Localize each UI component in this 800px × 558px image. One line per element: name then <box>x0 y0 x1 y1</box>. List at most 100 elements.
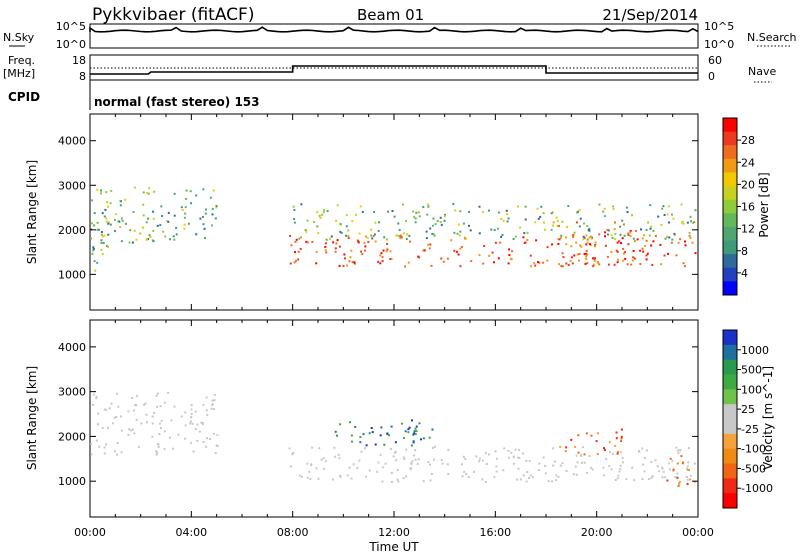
heatmap-cell <box>202 441 205 443</box>
heatmap-cell <box>473 470 475 473</box>
heatmap-cell <box>632 237 635 240</box>
heatmap-cell <box>550 212 553 215</box>
heatmap-cell <box>625 206 628 209</box>
heatmap-cell <box>678 481 681 483</box>
heatmap-cell <box>185 197 188 200</box>
heatmap-cell <box>632 250 635 252</box>
heatmap-cell <box>602 466 605 469</box>
heatmap-cell <box>660 223 663 226</box>
heatmap-cell <box>515 235 517 238</box>
heatmap-cell <box>638 450 640 453</box>
heatmap-cell <box>578 253 581 255</box>
heatmap-cell <box>413 432 415 435</box>
heatmap-cell <box>294 240 297 243</box>
heatmap-cell <box>639 249 642 252</box>
heatmap-cell <box>334 455 337 458</box>
heatmap-cell <box>100 231 103 233</box>
heatmap-cell <box>130 429 133 432</box>
heatmap-cell <box>687 447 690 450</box>
nsky-series <box>89 26 699 33</box>
heatmap-cell <box>518 456 521 459</box>
heatmap-cell <box>107 205 109 208</box>
heatmap-cell <box>611 237 614 239</box>
heatmap-cell <box>315 262 318 265</box>
heatmap-cell <box>652 240 655 243</box>
heatmap-cell <box>503 447 506 450</box>
heatmap-cell <box>627 243 630 246</box>
heatmap-cell <box>530 265 533 268</box>
heatmap-cell <box>676 476 679 479</box>
heatmap-cell <box>557 243 560 245</box>
heatmap-cell <box>493 261 495 264</box>
heatmap-cell <box>524 241 527 244</box>
heatmap-cell <box>629 235 632 238</box>
heatmap-cell <box>172 235 175 238</box>
heatmap-cell <box>142 203 145 206</box>
heatmap-cell <box>463 470 466 473</box>
heatmap-cell <box>317 232 320 235</box>
heatmap-cell <box>606 255 609 258</box>
heatmap-cell <box>465 473 468 476</box>
nsky-label: N.Sky <box>3 31 35 44</box>
heatmap-cell <box>105 220 108 223</box>
heatmap-cell <box>374 443 377 446</box>
heatmap-cell <box>106 201 109 203</box>
heatmap-cell <box>360 250 363 253</box>
heatmap-cell <box>667 205 670 208</box>
heatmap-cell <box>484 452 487 455</box>
heatmap-cell <box>397 480 400 483</box>
heatmap-cell <box>336 239 339 242</box>
heatmap-cell <box>428 247 431 250</box>
heatmap-cell <box>133 409 135 412</box>
heatmap-cell <box>187 222 190 225</box>
heatmap-cell <box>651 475 654 478</box>
heatmap-cell <box>557 475 560 478</box>
heatmap-cell <box>671 213 673 216</box>
heatmap-cell <box>488 209 490 212</box>
heatmap-cell <box>92 249 95 252</box>
heatmap-cell <box>660 263 663 266</box>
heatmap-cell <box>441 462 444 465</box>
heatmap-cell <box>400 236 403 239</box>
heatmap-cell <box>642 250 645 253</box>
beam-title: Beam 01 <box>357 6 424 24</box>
heatmap-cell <box>414 449 417 452</box>
heatmap-cell <box>345 225 348 228</box>
heatmap-cell <box>631 466 634 469</box>
heatmap-cell <box>464 237 467 240</box>
heatmap-cell <box>117 405 120 408</box>
heatmap-cell <box>168 436 171 439</box>
heatmap-cell <box>391 210 394 212</box>
heatmap-cell <box>322 457 325 460</box>
heatmap-cell <box>364 447 367 450</box>
heatmap-cell <box>379 262 382 265</box>
colorbar-swatch <box>723 330 737 346</box>
heatmap-cell <box>452 203 455 206</box>
heatmap-cell <box>428 436 431 439</box>
heatmap-cell <box>290 244 293 247</box>
heatmap-cell <box>582 235 585 238</box>
heatmap-cell <box>528 459 531 462</box>
heatmap-cell <box>500 236 503 238</box>
heatmap-cell <box>364 235 367 238</box>
heatmap-cell <box>620 440 622 443</box>
heatmap-cell <box>289 262 292 265</box>
power-colorbar-scale <box>723 118 737 296</box>
heatmap-cell <box>546 259 549 262</box>
heatmap-cell <box>358 232 361 235</box>
heatmap-cell <box>212 432 215 435</box>
heatmap-cell <box>364 249 366 252</box>
heatmap-cell <box>582 446 585 449</box>
heatmap-cell <box>114 230 116 233</box>
heatmap-cell <box>612 208 615 211</box>
heatmap-cell <box>162 230 165 233</box>
heatmap-cell <box>395 234 398 237</box>
colorbar-tick-label: 8 <box>741 245 748 258</box>
heatmap-cell <box>618 470 621 473</box>
ytick-label: 1000 <box>58 475 86 488</box>
heatmap-cell <box>461 475 464 478</box>
heatmap-cell <box>389 258 392 260</box>
heatmap-cell <box>206 413 209 416</box>
heatmap-cell <box>560 265 563 268</box>
heatmap-cell <box>443 215 446 218</box>
